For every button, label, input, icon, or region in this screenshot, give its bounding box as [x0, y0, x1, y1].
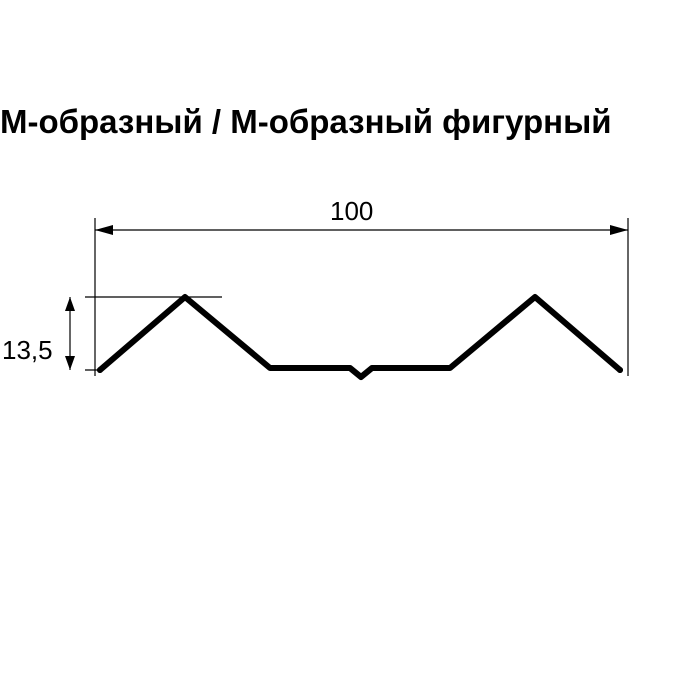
technical-drawing [0, 0, 700, 700]
